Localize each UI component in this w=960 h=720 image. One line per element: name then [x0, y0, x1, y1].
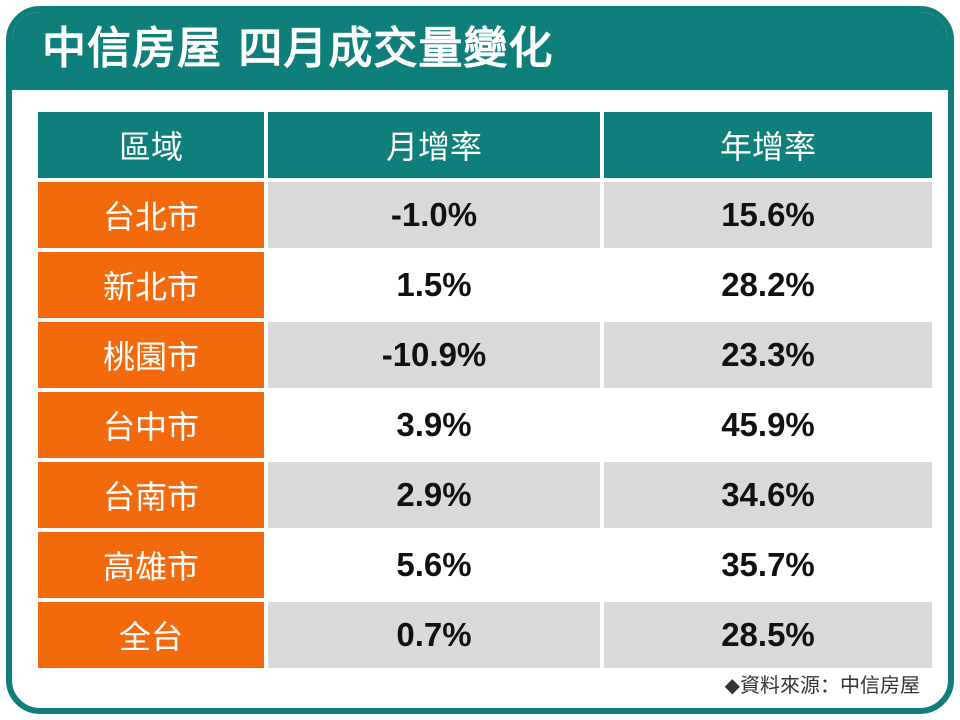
column-header-region: 區域 [38, 112, 264, 178]
region-cell: 台南市 [38, 462, 264, 528]
region-cell: 高雄市 [38, 532, 264, 598]
table-row: 台北市 -1.0% 15.6% [38, 182, 932, 248]
yoy-cell: 28.5% [604, 602, 932, 668]
yoy-cell: 23.3% [604, 322, 932, 388]
column-header-mom: 月增率 [268, 112, 600, 178]
mom-cell: 0.7% [268, 602, 600, 668]
region-cell: 台中市 [38, 392, 264, 458]
yoy-cell: 15.6% [604, 182, 932, 248]
mom-cell: -10.9% [268, 322, 600, 388]
column-header-yoy: 年增率 [604, 112, 932, 178]
mom-cell: -1.0% [268, 182, 600, 248]
table-row: 高雄市 5.6% 35.7% [38, 532, 932, 598]
title-bar: 中信房屋 四月成交量變化 [12, 12, 948, 90]
table-row: 全台 0.7% 28.5% [38, 602, 932, 668]
region-cell: 全台 [38, 602, 264, 668]
yoy-cell: 28.2% [604, 252, 932, 318]
yoy-cell: 34.6% [604, 462, 932, 528]
region-cell: 台北市 [38, 182, 264, 248]
mom-cell: 5.6% [268, 532, 600, 598]
table-row: 桃園市 -10.9% 23.3% [38, 322, 932, 388]
page-title: 中信房屋 四月成交量變化 [42, 23, 554, 74]
table-row: 台南市 2.9% 34.6% [38, 462, 932, 528]
source-note: ◆資料來源：中信房屋 [724, 673, 920, 697]
mom-cell: 1.5% [268, 252, 600, 318]
table-row: 新北市 1.5% 28.2% [38, 252, 932, 318]
yoy-cell: 45.9% [604, 392, 932, 458]
card-frame: 中信房屋 四月成交量變化 區域 月增率 年增率 台北市 -1.0% 15.6% … [6, 6, 954, 714]
table-row: 台中市 3.9% 45.9% [38, 392, 932, 458]
mom-cell: 3.9% [268, 392, 600, 458]
data-table: 區域 月增率 年增率 台北市 -1.0% 15.6% 新北市 1.5% 28.2… [34, 108, 936, 672]
region-cell: 桃園市 [38, 322, 264, 388]
header-row: 區域 月增率 年增率 [38, 112, 932, 178]
mom-cell: 2.9% [268, 462, 600, 528]
region-cell: 新北市 [38, 252, 264, 318]
yoy-cell: 35.7% [604, 532, 932, 598]
